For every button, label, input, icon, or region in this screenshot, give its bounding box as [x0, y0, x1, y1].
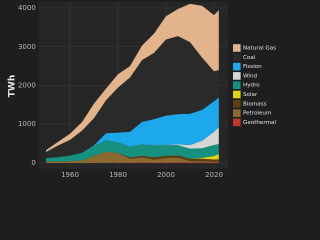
legend-label: Geothermal — [243, 120, 276, 126]
area — [46, 36, 219, 158]
area — [46, 151, 219, 162]
area — [46, 97, 219, 158]
legend-label: Wind — [243, 73, 258, 79]
area — [46, 151, 219, 163]
y-tick-label: 3000 — [18, 43, 36, 51]
legend-label: Natural Gas — [243, 46, 276, 52]
x-tick-label: 1960 — [61, 171, 79, 179]
legend-swatch — [233, 72, 241, 80]
y-tick-label: 1000 — [18, 120, 36, 128]
legend-label: Petroleum — [243, 111, 271, 117]
legend-label: Biomass — [243, 101, 267, 107]
legend-swatch — [233, 44, 241, 52]
legend-label: Fission — [243, 64, 262, 70]
x-tick-label: 1980 — [109, 171, 127, 179]
legend-swatch — [233, 81, 241, 89]
y-tick-label: 4000 — [18, 4, 36, 12]
y-axis-label: TWh — [8, 75, 18, 97]
y-tick-label: 0 — [31, 159, 35, 167]
y-tick-label: 2000 — [18, 82, 36, 90]
legend-swatch — [233, 62, 241, 71]
legend-swatch — [233, 118, 241, 127]
x-tick-label: 2000 — [157, 171, 175, 179]
legend-swatch — [233, 90, 241, 99]
x-tick-label: 2020 — [205, 171, 223, 179]
legend-label: Solar — [243, 92, 258, 98]
area — [46, 3, 219, 152]
legend-swatch — [233, 100, 241, 108]
legend-swatch — [233, 53, 241, 62]
area — [46, 162, 219, 163]
area — [46, 139, 219, 162]
chart: TWh 0 1000 2000 3000 4000 1960 1980 2000 2020 Geo… — [7, 2, 277, 179]
legend-label: Hydro — [243, 83, 260, 89]
legend-swatch — [233, 109, 241, 117]
legend-label: Coal — [243, 55, 256, 61]
